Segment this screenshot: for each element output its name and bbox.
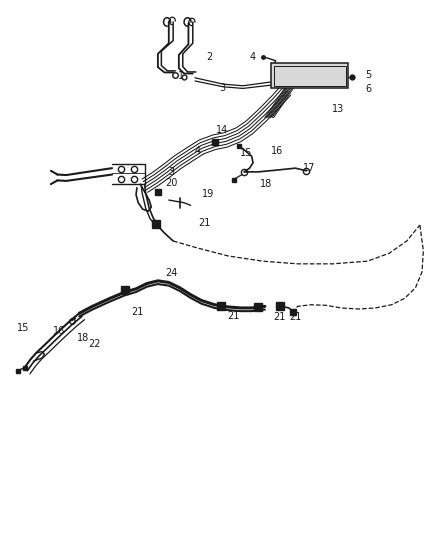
Text: 13: 13 [332, 104, 344, 114]
Text: 3: 3 [219, 83, 225, 93]
Text: 14: 14 [216, 125, 228, 135]
Text: 6: 6 [365, 84, 371, 94]
Text: 20: 20 [165, 178, 178, 188]
Text: 3: 3 [169, 167, 175, 177]
Text: 18: 18 [77, 333, 89, 343]
Text: 15: 15 [17, 323, 30, 333]
Text: 18: 18 [260, 179, 272, 189]
Text: 4: 4 [195, 146, 201, 156]
Text: 21: 21 [227, 311, 239, 321]
Text: 21: 21 [131, 307, 143, 317]
Text: 1: 1 [178, 71, 184, 81]
Text: 2: 2 [206, 52, 212, 61]
Text: 5: 5 [365, 70, 371, 80]
Text: 24: 24 [166, 269, 178, 278]
Bar [274, 66, 346, 86]
Text: 21: 21 [198, 219, 211, 229]
Text: 16: 16 [53, 326, 65, 336]
Bar [272, 63, 348, 88]
Text: 17: 17 [303, 163, 315, 173]
Text: 21: 21 [274, 312, 286, 322]
Text: 15: 15 [240, 148, 252, 158]
Text: 16: 16 [271, 146, 283, 156]
Text: 4: 4 [250, 52, 256, 61]
Text: 21: 21 [290, 312, 302, 322]
Text: 22: 22 [88, 338, 100, 349]
Text: 19: 19 [201, 189, 214, 199]
